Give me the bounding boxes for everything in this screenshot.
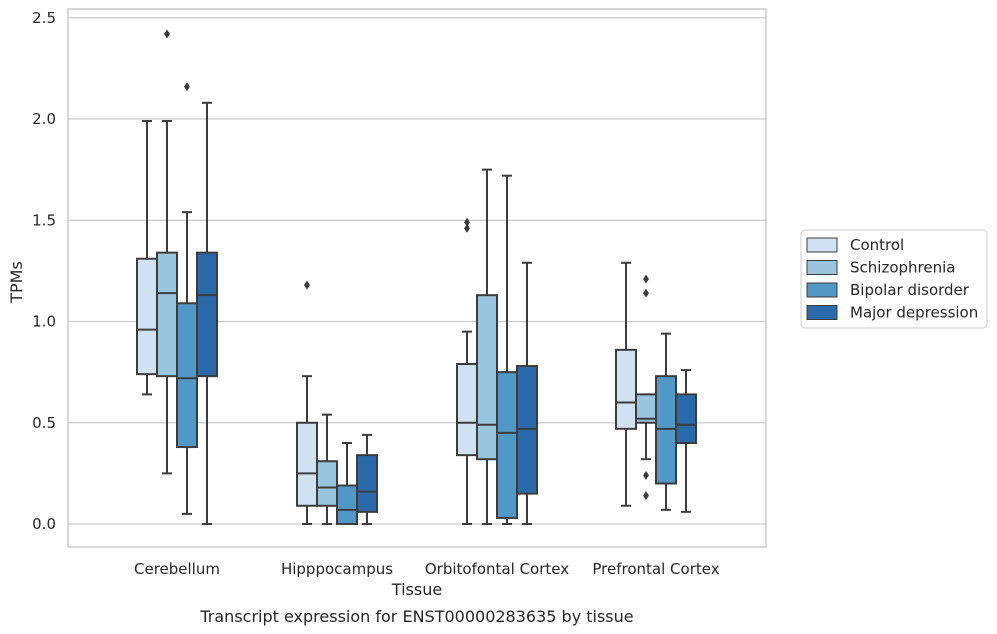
box-schizophrenia — [476, 168, 498, 525]
box-iqr — [296, 421, 318, 507]
box-iqr — [675, 393, 697, 444]
outlier-point — [304, 280, 310, 290]
box-iqr — [516, 365, 538, 495]
outlier-point — [643, 470, 649, 480]
x-tick-label: Hipppocampus — [281, 560, 393, 578]
outlier-point — [643, 274, 649, 284]
box-schizophrenia — [316, 413, 338, 525]
y-tick-label: 2.0 — [32, 110, 56, 128]
y-tick-label: 1.0 — [32, 313, 56, 331]
outlier-point — [643, 491, 649, 501]
box-control — [615, 261, 637, 507]
legend-swatch — [806, 237, 838, 253]
x-tick-label: Orbitofontal Cortex — [425, 560, 569, 578]
y-axis-ticks: 0.0 0.5 1.0 1.5 2.0 2.5 — [32, 9, 56, 533]
box-bipolar-disorder — [655, 332, 677, 511]
boxes-layer — [136, 29, 697, 525]
outlier-point — [464, 217, 470, 227]
box-iqr — [476, 294, 498, 461]
box-iqr — [156, 251, 178, 378]
x-axis-ticks: Cerebellum Hipppocampus Orbitofontal Corte… — [134, 560, 720, 578]
box-iqr — [496, 371, 518, 519]
legend-swatch — [806, 282, 838, 298]
box-major-depression — [196, 101, 218, 525]
legend-frame — [800, 229, 988, 329]
box-control — [136, 120, 158, 396]
box-iqr — [136, 257, 158, 376]
y-tick-label: 0.0 — [32, 515, 56, 533]
legend-label: Schizophrenia — [850, 259, 955, 277]
y-axis-title: TPMs — [7, 261, 26, 304]
box-iqr — [196, 251, 218, 378]
box-control — [456, 217, 478, 525]
outlier-point — [643, 288, 649, 298]
x-tick-label: Cerebellum — [134, 560, 220, 578]
box-iqr — [655, 375, 677, 485]
box-major-depression — [356, 433, 378, 525]
box-control — [296, 280, 318, 525]
box-major-depression — [675, 369, 697, 513]
box-iqr — [356, 454, 378, 513]
box-iqr — [336, 484, 358, 525]
box-schizophrenia — [635, 274, 657, 501]
x-tick-label: Prefrontal Cortex — [592, 560, 719, 578]
legend-items: Control Schizophrenia Bipolar disorder Majo… — [806, 236, 978, 322]
outlier-point — [184, 82, 190, 92]
box-bipolar-disorder — [336, 442, 358, 525]
box-schizophrenia — [156, 29, 178, 475]
box-iqr — [456, 363, 478, 457]
y-tick-label: 2.5 — [32, 9, 56, 27]
box-major-depression — [516, 261, 538, 525]
chart-caption: Transcript expression for ENST0000028363… — [199, 607, 633, 626]
box-iqr — [176, 302, 198, 449]
y-tick-label: 0.5 — [32, 414, 56, 432]
box-iqr — [615, 348, 637, 430]
legend-label: Bipolar disorder — [850, 281, 970, 299]
box-bipolar-disorder — [496, 174, 518, 525]
box-iqr — [316, 460, 338, 507]
legend-label: Control — [850, 236, 904, 254]
outlier-point — [164, 29, 170, 39]
legend: Control Schizophrenia Bipolar disorder Majo… — [800, 229, 988, 329]
legend-swatch — [806, 305, 838, 320]
legend-label: Major depression — [850, 304, 978, 322]
legend-swatch — [806, 260, 838, 275]
y-tick-label: 1.5 — [32, 211, 56, 229]
plot-frame — [67, 8, 767, 548]
box-bipolar-disorder — [176, 82, 198, 515]
outlier-point — [464, 223, 470, 233]
x-axis-title: Tissue — [391, 580, 442, 599]
